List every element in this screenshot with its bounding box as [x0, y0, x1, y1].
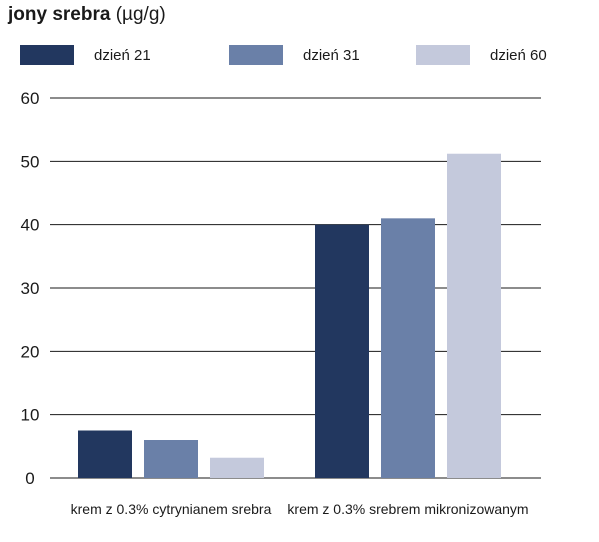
legend-item-series-0: dzień 21 — [20, 45, 151, 65]
y-tick-label-5: 50 — [21, 152, 40, 171]
bar-1-1 — [381, 218, 435, 479]
category-label-0: krem z 0.3% cytrynianem srebra — [71, 501, 272, 517]
legend-swatch-series-0 — [20, 45, 74, 65]
bar-0-0 — [78, 430, 132, 478]
legend-label-series-0: dzień 21 — [94, 46, 151, 64]
legend-label-series-1: dzień 31 — [303, 46, 360, 64]
y-tick-label-0: 0 — [25, 469, 34, 488]
bar-1-2 — [447, 153, 501, 478]
legend-item-series-1: dzień 31 — [229, 45, 360, 65]
bar-0-1 — [144, 440, 198, 478]
y-tick-label-4: 40 — [21, 216, 40, 235]
legend-label-series-2: dzień 60 — [490, 46, 547, 64]
y-tick-label-2: 20 — [21, 342, 40, 361]
y-tick-label-3: 30 — [21, 279, 40, 298]
chart-unit: (µg/g) — [115, 4, 166, 25]
chart-title-text: jony srebra — [8, 4, 111, 25]
bar-1-0 — [315, 224, 369, 478]
legend-swatch-series-1 — [229, 45, 283, 65]
legend-swatch-series-2 — [416, 45, 470, 65]
chart-title: jony srebra (µg/g) — [8, 4, 166, 26]
y-tick-label-1: 10 — [21, 406, 40, 425]
y-tick-label-6: 60 — [21, 89, 40, 108]
category-label-1: krem z 0.3% srebrem mikronizowanym — [287, 501, 528, 517]
legend-item-series-2: dzień 60 — [416, 45, 547, 65]
bar-0-2 — [210, 457, 264, 478]
legend: dzień 21 dzień 31 dzień 60 — [0, 0, 599, 80]
